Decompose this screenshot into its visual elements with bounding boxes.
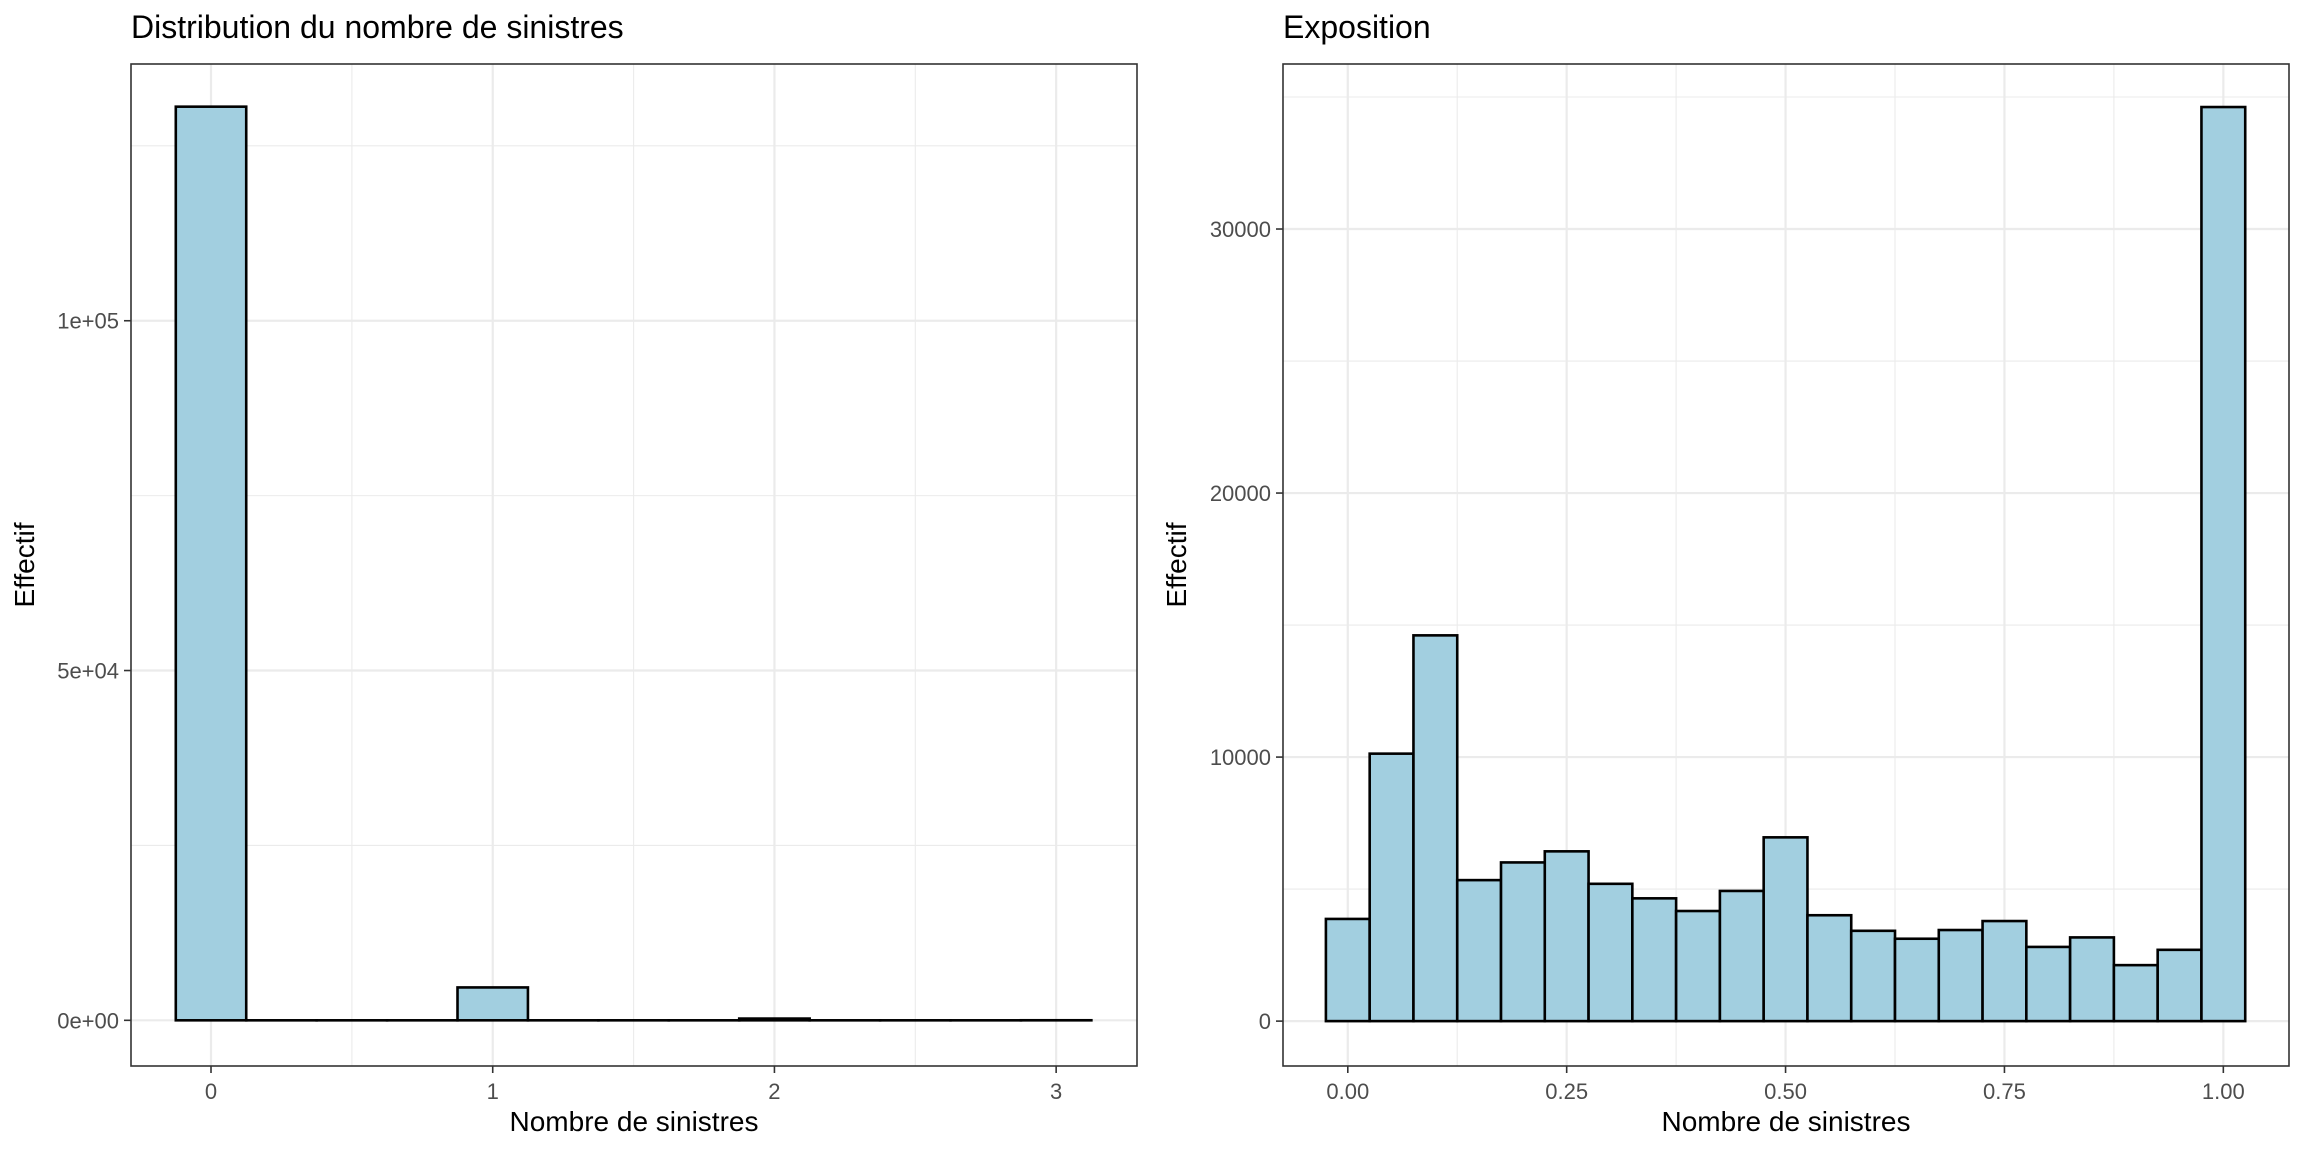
y-tick-label: 1e+05	[57, 309, 119, 334]
x-axis-label: Nombre de sinistres	[1662, 1106, 1911, 1137]
histogram-bar	[1368, 752, 1415, 1023]
histogram-bar	[1499, 861, 1547, 1023]
y-tick-label: 30000	[1210, 217, 1271, 242]
grid	[131, 64, 1137, 1066]
x-tick-label: 0.00	[1326, 1079, 1369, 1104]
histogram-bar	[1631, 897, 1678, 1023]
histogram-bar	[1762, 836, 1809, 1023]
y-axis-label: Effectif	[1161, 522, 1192, 607]
histogram-bar	[2200, 105, 2247, 1023]
panel-border	[130, 63, 1138, 1067]
x-tick-label: 3	[1050, 1079, 1062, 1104]
y-axis-label: Effectif	[9, 522, 40, 607]
chart-title: Exposition	[1283, 9, 1431, 45]
histogram-bar	[2068, 936, 2116, 1023]
histogram-bar	[1806, 913, 1853, 1023]
histogram-bar	[1587, 882, 1634, 1023]
histogram-bar	[737, 1017, 811, 1022]
histogram-bar	[456, 986, 530, 1022]
histogram-bar	[1455, 878, 1503, 1023]
y-tick-label: 10000	[1210, 745, 1271, 770]
histogram-bar	[1981, 919, 2028, 1023]
x-tick-label: 0.25	[1545, 1079, 1588, 1104]
histogram-bar	[2112, 963, 2159, 1023]
chart-title: Distribution du nombre de sinistres	[131, 9, 624, 45]
y-tick-label: 0e+00	[57, 1008, 119, 1033]
bars	[1324, 105, 2247, 1023]
x-tick-label: 1	[487, 1079, 499, 1104]
histogram-bar	[1937, 928, 1984, 1023]
bars	[174, 105, 1093, 1022]
histogram-bar	[1718, 889, 1765, 1023]
y-tick-label: 20000	[1210, 481, 1271, 506]
x-tick-label: 0.50	[1764, 1079, 1807, 1104]
x-axis-label: Nombre de sinistres	[510, 1106, 759, 1137]
histogram-bar	[2025, 945, 2072, 1023]
x-tick-label: 2	[768, 1079, 780, 1104]
histogram-bar	[1674, 909, 1722, 1023]
x-tick-label: 1.00	[2202, 1079, 2245, 1104]
histogram-bar	[1893, 937, 1941, 1023]
histogram-bar	[1543, 850, 1590, 1023]
x-tick-label: 0	[205, 1079, 217, 1104]
histogram-bar	[1412, 634, 1459, 1023]
y-tick-label: 5e+04	[57, 659, 119, 684]
y-tick-label: 0	[1259, 1009, 1271, 1034]
histogram-bar	[174, 105, 248, 1022]
histogram-bar	[1324, 917, 1371, 1023]
panel-claims-distribution: Distribution du nombre de sinistres Nomb…	[9, 9, 1138, 1137]
histogram-bar	[1849, 929, 1897, 1023]
panel-exposure: Exposition Nombre de sinistres Effectif …	[1161, 9, 2290, 1137]
histogram-bar	[2156, 948, 2203, 1023]
x-tick-label: 0.75	[1983, 1079, 2026, 1104]
